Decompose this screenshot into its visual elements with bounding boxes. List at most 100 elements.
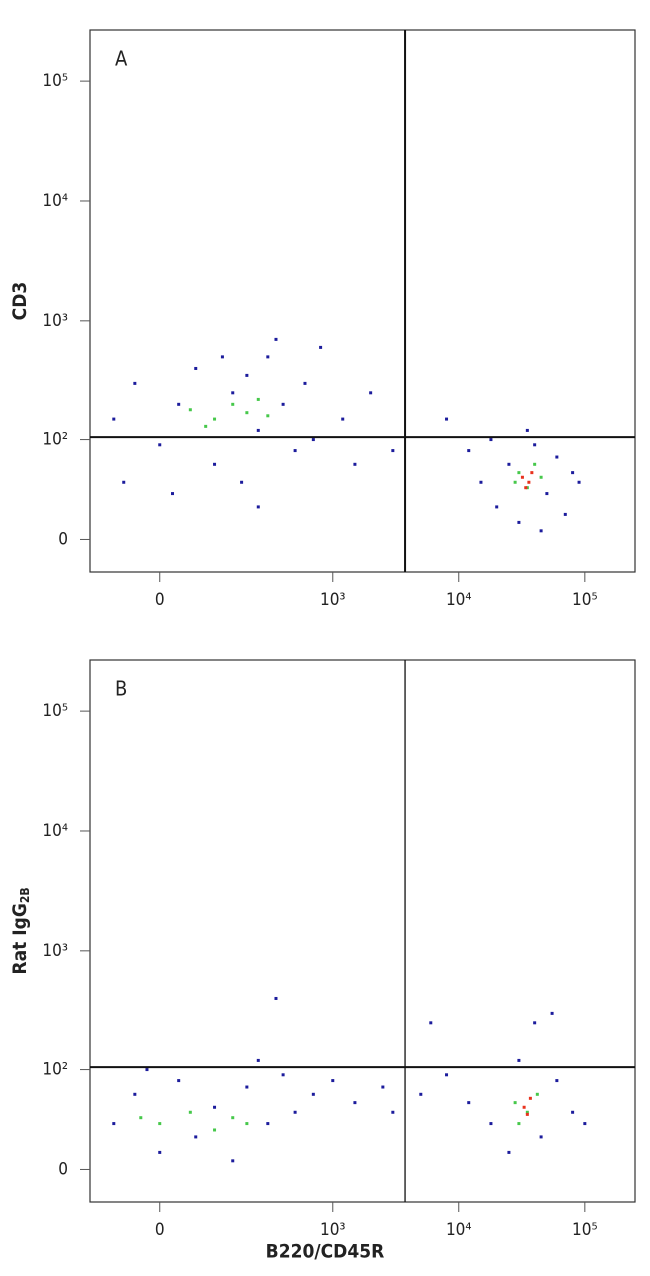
event-dot <box>240 480 244 484</box>
event-dot <box>266 1122 270 1126</box>
event-dot <box>391 1110 395 1114</box>
event-dot <box>520 475 524 479</box>
event-dot <box>256 505 260 509</box>
event-dot <box>429 1021 433 1025</box>
event-dot <box>293 1110 297 1114</box>
event-dot <box>303 381 307 385</box>
event-dot <box>122 480 126 484</box>
x-tick-label: 10⁴ <box>446 590 472 610</box>
event-dot <box>495 505 499 509</box>
event-dot <box>281 402 285 406</box>
event-dot <box>231 1116 235 1120</box>
y-tick-label: 0 <box>58 529 68 549</box>
event-dot <box>555 1079 559 1083</box>
event-dot <box>489 1122 493 1126</box>
event-dot <box>177 402 181 406</box>
event-dot <box>525 1112 529 1116</box>
event-dot <box>533 462 537 466</box>
event-dot <box>341 417 345 421</box>
event-dot <box>577 480 581 484</box>
y-axis-label: CD3 <box>9 282 31 321</box>
event-dot <box>311 1092 315 1096</box>
event-dot <box>539 475 543 479</box>
event-dot <box>419 1092 423 1096</box>
event-dot <box>353 462 357 466</box>
event-dot <box>245 411 249 415</box>
y-tick-label: 10³ <box>42 311 68 331</box>
event-dot <box>535 1092 539 1096</box>
event-dot <box>571 1110 575 1114</box>
event-dot <box>231 1159 235 1163</box>
event-dot <box>539 1135 543 1139</box>
event-dot <box>571 471 575 475</box>
y-tick-label: 0 <box>58 1159 68 1179</box>
event-dot <box>274 996 278 1000</box>
panel-label: A <box>115 47 128 71</box>
event-dot <box>467 449 471 453</box>
y-tick-label: 10⁴ <box>42 821 68 841</box>
event-dot <box>528 1096 532 1100</box>
event-dot <box>194 1135 198 1139</box>
plot-frame <box>89 29 636 573</box>
event-dot <box>171 492 175 496</box>
x-tick-label: 0 <box>155 1220 165 1240</box>
event-dot <box>507 462 511 466</box>
event-dot <box>266 414 270 418</box>
event-dot <box>550 1011 554 1015</box>
event-dot <box>381 1085 385 1089</box>
event-dot <box>479 480 483 484</box>
y-axis-label-text: Rat IgG <box>9 903 31 974</box>
event-dot <box>539 529 543 533</box>
event-dot <box>194 366 198 370</box>
event-dot <box>533 443 537 447</box>
event-dot <box>533 1021 537 1025</box>
x-tick-label: 0 <box>155 590 165 610</box>
event-dot <box>112 1122 116 1126</box>
event-dot <box>256 397 260 401</box>
event-dot <box>445 417 449 421</box>
x-axis-label: B220/CD45R <box>266 1241 385 1263</box>
event-dot <box>231 391 235 395</box>
event-dot <box>527 480 531 484</box>
event-dot <box>213 1128 217 1132</box>
event-dot <box>204 424 208 428</box>
event-dot <box>158 1150 162 1154</box>
event-dot <box>112 417 116 421</box>
event-dot <box>522 1105 526 1109</box>
x-tick-label: 10³ <box>320 1220 346 1240</box>
y-axis-label-text: CD3 <box>9 282 31 321</box>
event-dot <box>517 471 521 475</box>
event-dot <box>525 428 529 432</box>
event-dot <box>188 408 192 412</box>
event-dot <box>133 1092 137 1096</box>
y-tick-label: 10² <box>42 1060 68 1080</box>
x-tick-label: 10⁵ <box>572 1220 598 1240</box>
event-dot <box>489 438 493 442</box>
event-dot <box>545 492 549 496</box>
event-dot <box>517 1122 521 1126</box>
event-dot <box>213 417 217 421</box>
event-dot <box>513 480 517 484</box>
event-dot <box>281 1073 285 1077</box>
event-dot <box>245 373 249 377</box>
event-dot <box>445 1073 449 1077</box>
event-dot <box>245 1122 249 1126</box>
y-tick-label: 10² <box>42 430 68 450</box>
event-dot <box>369 391 373 395</box>
event-dot <box>513 1101 517 1105</box>
event-dot <box>311 438 315 442</box>
event-dot <box>256 428 260 432</box>
event-dot <box>256 1058 260 1062</box>
event-dot <box>563 512 567 516</box>
y-tick-label: 10⁴ <box>42 191 68 211</box>
x-tick-label: 10³ <box>320 590 346 610</box>
event-dot <box>517 520 521 524</box>
y-axis-label-sub: 2B <box>18 887 32 903</box>
event-dot <box>220 355 224 359</box>
event-dot <box>525 486 529 490</box>
event-dot <box>525 1110 529 1114</box>
event-dot <box>158 1122 162 1126</box>
event-dot <box>319 345 323 349</box>
event-dot <box>274 337 278 341</box>
